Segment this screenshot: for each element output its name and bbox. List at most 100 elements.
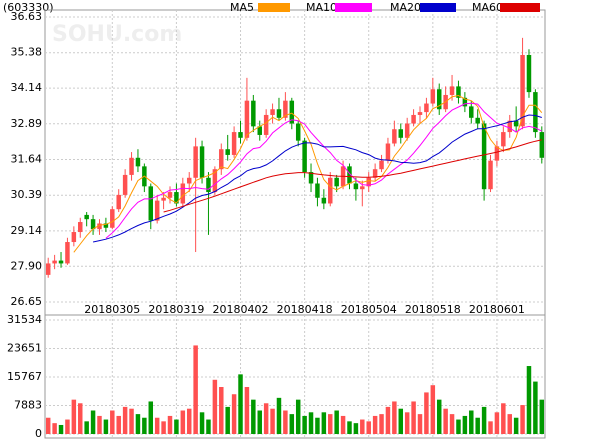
- volume-bar: [321, 412, 327, 434]
- volume-bar: [449, 414, 455, 434]
- volume-bar: [116, 415, 121, 434]
- legend-swatch: [500, 3, 540, 12]
- candle-body: [430, 89, 436, 104]
- candle-body: [116, 194, 121, 210]
- candle-body: [212, 169, 218, 193]
- volume-bar: [424, 392, 429, 434]
- volume-bar: [398, 408, 404, 434]
- y-tick-label: 26.65: [11, 295, 43, 308]
- candle-body: [308, 172, 314, 184]
- candle-body: [417, 112, 423, 115]
- volume-bar: [71, 399, 77, 434]
- candle-body: [52, 260, 57, 264]
- x-tick-label: 20180305: [84, 303, 140, 316]
- candle-body: [167, 192, 173, 198]
- candle-body: [244, 100, 250, 138]
- candle-body: [488, 160, 493, 190]
- candle-body: [129, 157, 134, 175]
- volume-bar: [154, 417, 160, 434]
- candle-body: [58, 260, 64, 264]
- candle-body: [231, 132, 237, 155]
- candle-body: [469, 106, 474, 118]
- volume-bar: [315, 417, 320, 434]
- volume-tick-label: 0: [35, 427, 42, 440]
- candle-body: [404, 123, 410, 138]
- volume-bar: [65, 419, 70, 434]
- watermark: SOHU.com: [52, 22, 182, 47]
- legend-label: MA20: [390, 1, 421, 14]
- volume-bar: [84, 421, 89, 434]
- candle-body: [385, 143, 391, 161]
- volume-bar: [142, 417, 147, 434]
- volume-bar: [481, 406, 487, 434]
- candle-body: [392, 129, 397, 144]
- volume-bar: [219, 387, 224, 434]
- volume-bar: [411, 401, 416, 434]
- candle-body: [199, 146, 205, 178]
- candle-body: [154, 200, 160, 221]
- candle-body: [411, 114, 416, 124]
- volume-bar: [238, 374, 243, 434]
- candle-body: [97, 223, 102, 230]
- candle-body: [424, 103, 429, 113]
- candle-body: [360, 186, 365, 190]
- volume-bar: [494, 412, 500, 434]
- ma-line: [73, 94, 543, 253]
- volume-bar: [488, 421, 493, 434]
- volume-bar: [328, 414, 333, 434]
- volume-bar: [103, 419, 109, 434]
- volume-bar: [430, 385, 436, 434]
- volume-bar: [533, 381, 538, 434]
- candle-body: [328, 177, 333, 204]
- candle-body: [122, 174, 128, 195]
- candle-body: [174, 192, 179, 204]
- volume-bar: [135, 414, 141, 434]
- volume-bar: [289, 414, 295, 434]
- candle-body: [71, 232, 77, 243]
- legend-swatch: [258, 3, 290, 12]
- candle-body: [180, 183, 186, 204]
- ma-line: [92, 114, 542, 243]
- candle-body: [263, 114, 269, 135]
- candle-body: [289, 100, 295, 124]
- volume-bar: [539, 399, 545, 434]
- volume-bar: [507, 414, 512, 434]
- volume-bar: [366, 421, 371, 434]
- candle-body: [225, 149, 230, 155]
- volume-bar: [501, 403, 506, 434]
- y-tick-label: 36.63: [11, 10, 43, 23]
- volume-bar: [45, 417, 51, 434]
- ma-line: [163, 139, 542, 213]
- volume-bar: [340, 415, 346, 434]
- volume-bar: [353, 423, 359, 434]
- candle-body: [78, 222, 83, 233]
- chart-title: (603330): [3, 1, 54, 14]
- candle-body: [238, 132, 243, 138]
- candle-body: [219, 149, 224, 170]
- volume-bar: [97, 415, 102, 434]
- volume-bar: [372, 415, 378, 434]
- volume-bar: [58, 424, 64, 434]
- x-tick-label: 20180319: [148, 303, 204, 316]
- candle-body: [270, 109, 275, 115]
- candle-body: [84, 214, 89, 220]
- candle-body: [526, 54, 532, 93]
- volume-bar: [462, 415, 468, 434]
- volume-bar: [283, 410, 288, 434]
- candle-body: [334, 177, 339, 187]
- candle-body: [206, 177, 211, 193]
- candle-body: [45, 263, 51, 275]
- candle-body: [398, 129, 404, 138]
- volume-bar: [186, 408, 192, 434]
- candle-body: [456, 86, 461, 98]
- candle-body: [366, 177, 371, 187]
- volume-bar: [129, 408, 134, 434]
- candle-body: [475, 117, 480, 124]
- volume-bar: [469, 410, 474, 434]
- candle-body: [103, 223, 109, 228]
- candle-body: [353, 183, 359, 190]
- volume-bar: [161, 421, 166, 434]
- volume-bar: [148, 401, 154, 434]
- y-tick-label: 27.90: [11, 259, 43, 272]
- volume-bar: [251, 399, 256, 434]
